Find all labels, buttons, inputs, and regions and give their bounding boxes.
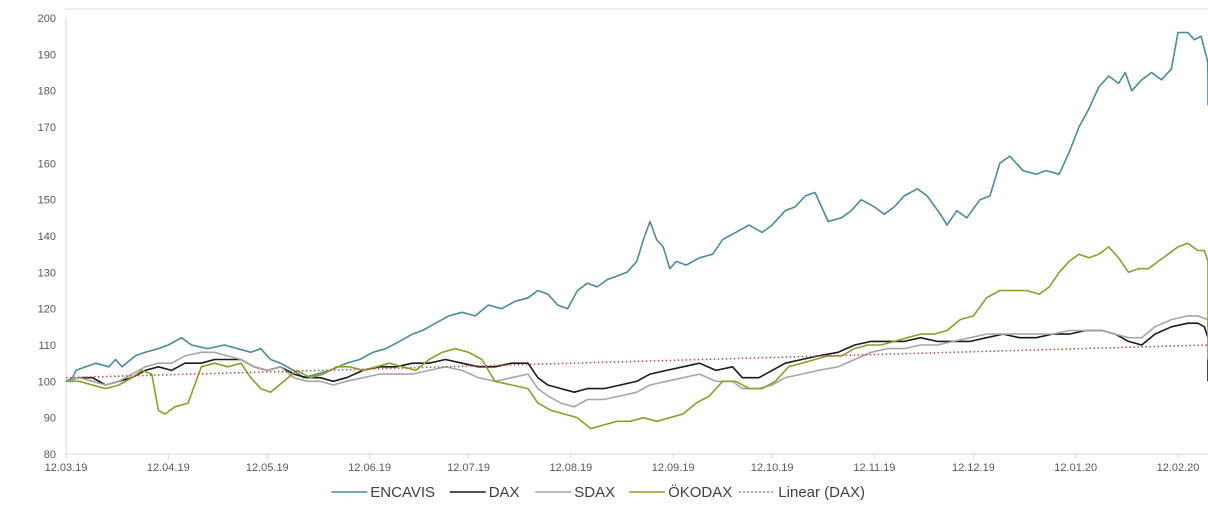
series-line-sdax <box>65 315 1208 408</box>
x-tick-label: 12.09.19 <box>652 462 695 474</box>
y-tick-label: 90 <box>44 413 56 425</box>
series-line-encavis <box>65 31 1208 383</box>
legend: ENCAVIS DAX SDAX ÖKODAX Linear (DAX) <box>331 483 865 501</box>
x-tick-label: 12.05.19 <box>246 462 289 474</box>
x-tick-label: 12.01.20 <box>1054 462 1097 474</box>
y-tick-label: 100 <box>38 376 56 388</box>
x-tick-label: 12.10.19 <box>751 462 794 474</box>
x-tick-label: 12.07.19 <box>447 462 490 474</box>
y-tick-label: 150 <box>38 195 56 207</box>
y-tick-label: 180 <box>38 86 56 98</box>
x-axis-ticks: 12.03.19 12.04.19 12.05.19 12.06.19 12.07.19… <box>45 454 1200 474</box>
x-tick-label: 12.02.20 <box>1157 462 1200 474</box>
x-tick-label: 12.12.19 <box>952 462 995 474</box>
y-tick-label: 160 <box>38 158 56 170</box>
y-tick-label: 200 <box>38 13 56 25</box>
y-tick-label: 110 <box>38 340 56 352</box>
y-axis-ticks: 80 90 100 110 120 130 140 150 160 170 180 190 200 <box>38 13 56 461</box>
legend-label-linear-dax: Linear (DAX) <box>778 484 865 501</box>
series-line-kodax <box>66 242 1208 430</box>
y-tick-label: 140 <box>38 231 56 243</box>
y-tick-label: 120 <box>38 304 56 316</box>
series-group <box>65 31 1208 430</box>
legend-label-sdax: SDAX <box>574 484 615 501</box>
y-tick-label: 80 <box>44 449 56 461</box>
x-tick-label: 12.04.19 <box>147 462 190 474</box>
legend-label-kodax: ÖKODAX <box>668 483 732 501</box>
y-tick-label: 130 <box>38 267 56 279</box>
x-tick-label: 12.08.19 <box>549 462 592 474</box>
x-tick-label: 12.06.19 <box>348 462 391 474</box>
x-tick-label: 12.11.19 <box>853 462 895 474</box>
legend-label-dax: DAX <box>489 484 520 501</box>
series-line-linear-dax <box>65 344 1208 379</box>
legend-label-encavis: ENCAVIS <box>370 484 435 501</box>
y-tick-label: 170 <box>38 122 56 134</box>
y-tick-label: 190 <box>38 49 56 61</box>
x-tick-label: 12.03.19 <box>45 462 88 474</box>
